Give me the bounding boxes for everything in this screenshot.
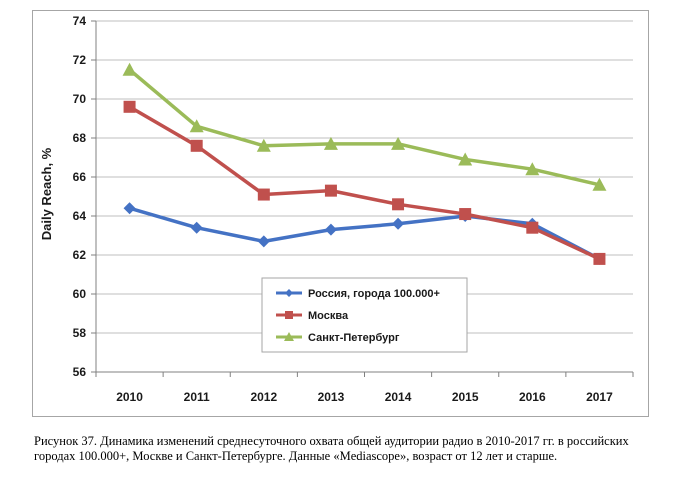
figure-caption: Рисунок 37. Динамика изменений среднесут… xyxy=(34,434,629,463)
data-point xyxy=(324,184,337,197)
series-line xyxy=(128,105,601,261)
axes: 56 58 60 62 64 66 68 70 72 74 2010 2011 2012 2013 2014… xyxy=(73,14,634,404)
legend-swatch-marker xyxy=(285,311,293,319)
legend-swatch-marker xyxy=(285,289,293,297)
legend-entry: Россия, города 100.000+ xyxy=(276,288,440,300)
data-point xyxy=(256,138,271,152)
data-point xyxy=(257,188,270,201)
x-tick-label: 2015 xyxy=(452,390,479,404)
data-point xyxy=(123,202,136,215)
x-tick-label: 2016 xyxy=(519,390,546,404)
y-axis-label: Daily Reach, % xyxy=(39,147,54,240)
data-point xyxy=(593,252,606,265)
y-tick-label: 64 xyxy=(73,209,87,223)
x-tick-label: 2011 xyxy=(184,390,210,404)
legend-label: Санкт-Петербург xyxy=(308,332,400,344)
y-tick-label: 62 xyxy=(73,248,87,262)
line-chart: 56 58 60 62 64 66 68 70 72 74 2010 2011 2012 2013 2014… xyxy=(39,14,634,404)
data-point xyxy=(122,62,137,76)
data-point xyxy=(391,136,406,150)
y-tick-label: 74 xyxy=(73,14,87,28)
data-point xyxy=(324,223,337,236)
y-tick-label: 72 xyxy=(73,53,87,67)
y-tick-label: 60 xyxy=(73,287,87,301)
data-point xyxy=(525,162,540,176)
y-tick-label: 56 xyxy=(73,365,87,379)
data-point xyxy=(257,235,270,248)
series-3 xyxy=(122,62,607,191)
x-tick-label: 2010 xyxy=(116,390,143,404)
data-point xyxy=(190,221,203,234)
data-point xyxy=(392,198,405,211)
data-point xyxy=(190,139,203,152)
series-line xyxy=(128,68,600,187)
y-tick-label: 70 xyxy=(73,92,87,106)
data-point xyxy=(459,208,472,221)
data-point xyxy=(189,119,204,133)
data-point xyxy=(323,136,338,150)
series-line xyxy=(129,206,601,261)
x-tick-label: 2013 xyxy=(318,390,345,404)
y-tick-label: 66 xyxy=(73,170,87,184)
legend-label: Москва xyxy=(308,310,349,322)
legend: Россия, города 100.000+ Москва Санкт-Петер… xyxy=(261,277,468,353)
y-tick-label: 58 xyxy=(73,326,87,340)
series-2 xyxy=(123,100,606,265)
x-tick-label: 2017 xyxy=(586,390,613,404)
y-tick-label: 68 xyxy=(73,131,87,145)
legend-entry: Санкт-Петербург xyxy=(276,332,400,344)
x-tick-label: 2012 xyxy=(250,390,277,404)
data-point xyxy=(392,217,405,230)
legend-label: Россия, города 100.000+ xyxy=(308,288,440,300)
data-point xyxy=(592,177,607,191)
data-point xyxy=(526,221,539,234)
data-point xyxy=(123,100,136,113)
legend-swatch-marker xyxy=(284,332,294,341)
series-layer xyxy=(122,62,607,265)
data-point xyxy=(458,152,473,166)
x-tick-label: 2014 xyxy=(385,390,412,404)
legend-entry: Москва xyxy=(276,310,349,322)
